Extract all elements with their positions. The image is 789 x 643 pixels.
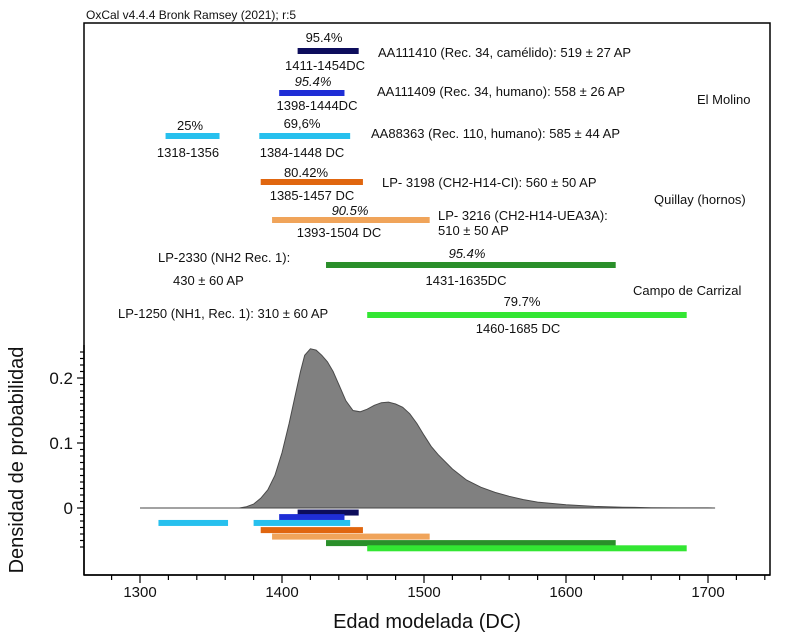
x-tick-label: 1400 [265, 584, 298, 601]
oxcal-header: OxCal v4.4.4 Bronk Ramsey (2021); r:5 [86, 8, 296, 22]
pct-label: 69,6% [284, 116, 321, 131]
range-label: 1318-1356 [157, 145, 219, 160]
pct-label: 95.4% [449, 246, 486, 261]
pct-label: 79.7% [504, 294, 541, 309]
summary-bar [367, 545, 687, 552]
range-bar [297, 48, 359, 54]
y-tick-label: 0 [64, 499, 73, 518]
y-axis-ticks: 0 0.1 0.2 [49, 351, 84, 548]
calibration-range-bars [165, 48, 687, 318]
group-label-el-molino: El Molino [697, 92, 750, 107]
sample-label: AA88363 (Rec. 110, humano): 585 ± 44 AP [371, 126, 620, 141]
range-label: 1431-1635DC [426, 273, 507, 288]
summary-bar [279, 514, 345, 521]
summary-range-bars [158, 509, 687, 552]
sample-label: LP- 3198 (CH2-H14-CI): 560 ± 50 AP [382, 175, 597, 190]
range-bar [272, 217, 430, 223]
density-curve [140, 348, 716, 509]
range-label: 1398-1444DC [277, 98, 358, 113]
pct-label: 80.42% [284, 165, 329, 180]
range-label: 1384-1448 DC [260, 145, 345, 160]
range-bar [367, 312, 687, 318]
summary-bar [260, 527, 363, 534]
sample-label: AA111410 (Rec. 34, camélido): 519 ± 27 A… [378, 45, 631, 60]
sample-label: AA111409 (Rec. 34, humano): 558 ± 26 AP [377, 84, 625, 99]
x-tick-label: 1700 [691, 584, 724, 601]
y-axis-title: Densidad de probabilidad [6, 347, 28, 574]
x-tick-label: 1500 [407, 584, 440, 601]
sample-label-line2: 510 ± 50 AP [438, 223, 509, 238]
group-label-campo-carrizal: Campo de Carrizal [633, 283, 741, 298]
range-bar [260, 179, 363, 185]
range-label: 1411-1454DC [285, 58, 365, 73]
sample-label-line1: LP-2330 (NH2 Rec. 1): [158, 250, 290, 265]
range-bar [165, 133, 220, 139]
sample-label: LP-1250 (NH1, Rec. 1): 310 ± 60 AP [118, 306, 328, 321]
y-tick-label: 0.1 [49, 434, 73, 453]
x-axis-title: Edad modelada (DC) [333, 611, 521, 633]
range-label: 1393-1504 DC [297, 225, 382, 240]
summary-bar [253, 519, 351, 526]
pct-label: 95.4% [295, 74, 332, 89]
pct-label: 25% [177, 118, 203, 133]
range-label: 1385-1457 DC [270, 188, 355, 203]
sample-label-line1: LP- 3216 (CH2-H14-UEA3A): [438, 208, 608, 223]
range-label: 1460-1685 DC [476, 321, 561, 336]
x-tick-label: 1300 [123, 584, 156, 601]
summary-bar [326, 540, 616, 547]
summary-bar [297, 509, 359, 516]
group-label-quillay: Quillay (hornos) [654, 192, 746, 207]
summary-bar [272, 533, 430, 540]
summary-bar [158, 519, 229, 526]
range-bar [326, 262, 616, 268]
pct-label: 95.4% [306, 30, 343, 45]
x-tick-label: 1600 [549, 584, 582, 601]
pct-label: 90.5% [332, 203, 369, 218]
x-axis-ticks: 1300 1400 1500 1600 1700 [110, 575, 766, 601]
range-bar [259, 133, 351, 139]
range-bar [279, 90, 345, 96]
y-tick-label: 0.2 [49, 369, 73, 388]
sample-label-line2: 430 ± 60 AP [173, 273, 244, 288]
